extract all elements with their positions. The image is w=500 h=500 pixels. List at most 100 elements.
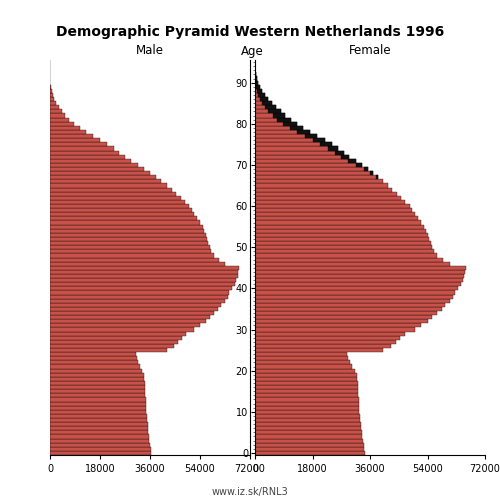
Bar — [255, 270, 465, 274]
Bar — [356, 163, 362, 167]
Bar — [50, 340, 178, 344]
Bar — [272, 114, 285, 117]
Bar — [255, 89, 262, 93]
Bar — [50, 434, 149, 438]
Bar — [255, 315, 432, 319]
Bar — [255, 138, 326, 142]
Bar — [255, 204, 410, 208]
Bar — [50, 146, 114, 150]
Bar — [50, 381, 144, 385]
Bar — [255, 274, 464, 278]
Bar — [255, 298, 450, 303]
Bar — [255, 154, 349, 159]
Bar — [50, 394, 146, 398]
Bar — [50, 142, 107, 146]
Bar — [255, 250, 434, 254]
Bar — [255, 122, 297, 126]
Bar — [50, 245, 209, 250]
Bar — [255, 266, 466, 270]
Bar — [255, 175, 378, 180]
Bar — [50, 118, 70, 122]
Bar — [255, 410, 360, 414]
Bar — [50, 241, 208, 245]
Bar — [255, 130, 310, 134]
Bar — [255, 134, 318, 138]
Bar — [50, 270, 238, 274]
Bar — [335, 150, 344, 154]
Bar — [258, 93, 265, 97]
Bar — [255, 451, 365, 455]
Bar — [50, 154, 125, 159]
Bar — [255, 344, 391, 348]
Bar — [255, 220, 421, 224]
Bar — [50, 274, 238, 278]
Bar — [50, 389, 145, 394]
Bar — [255, 278, 462, 282]
Bar — [50, 254, 214, 258]
Bar — [255, 381, 358, 385]
Bar — [50, 451, 152, 455]
Bar — [255, 336, 400, 340]
Bar — [255, 319, 428, 324]
Bar — [50, 336, 182, 340]
Bar — [50, 97, 54, 101]
Bar — [255, 258, 444, 262]
Bar — [255, 282, 461, 286]
Bar — [262, 101, 272, 105]
Bar — [255, 307, 442, 311]
Bar — [255, 114, 286, 117]
Bar — [255, 192, 397, 196]
Bar — [50, 290, 229, 294]
Bar — [255, 224, 424, 228]
Bar — [255, 430, 362, 434]
Bar — [50, 196, 180, 200]
Bar — [320, 142, 332, 146]
Bar — [296, 130, 310, 134]
Bar — [255, 434, 362, 438]
Bar — [255, 126, 303, 130]
Bar — [268, 110, 280, 114]
Bar — [256, 80, 258, 84]
Bar — [50, 294, 228, 298]
Bar — [50, 402, 146, 406]
Bar — [255, 422, 360, 426]
Bar — [255, 233, 428, 237]
Bar — [50, 262, 225, 266]
Bar — [255, 328, 414, 332]
Bar — [255, 118, 291, 122]
Bar — [50, 180, 161, 184]
Bar — [50, 286, 232, 290]
Bar — [50, 298, 225, 303]
Bar — [50, 332, 186, 336]
Bar — [255, 76, 257, 80]
Bar — [50, 352, 136, 356]
Bar — [255, 294, 453, 298]
Bar — [50, 204, 189, 208]
Bar — [50, 447, 150, 451]
Bar — [255, 389, 358, 394]
Bar — [255, 72, 256, 76]
Bar — [50, 282, 234, 286]
Bar — [376, 175, 378, 180]
Bar — [255, 216, 418, 220]
Bar — [312, 138, 326, 142]
Bar — [50, 237, 207, 241]
Bar — [255, 398, 358, 402]
Bar — [255, 372, 356, 377]
Bar — [50, 410, 146, 414]
Bar — [260, 97, 268, 101]
Bar — [255, 228, 426, 233]
Bar — [255, 180, 383, 184]
Bar — [265, 106, 276, 110]
Bar — [50, 348, 166, 352]
Bar — [255, 245, 432, 250]
Bar — [50, 344, 174, 348]
Bar — [255, 184, 388, 188]
Bar — [255, 76, 257, 80]
Bar — [50, 122, 74, 126]
Bar — [255, 442, 364, 447]
Bar — [255, 93, 265, 97]
Bar — [50, 188, 172, 192]
Bar — [341, 154, 349, 159]
Bar — [50, 93, 52, 97]
